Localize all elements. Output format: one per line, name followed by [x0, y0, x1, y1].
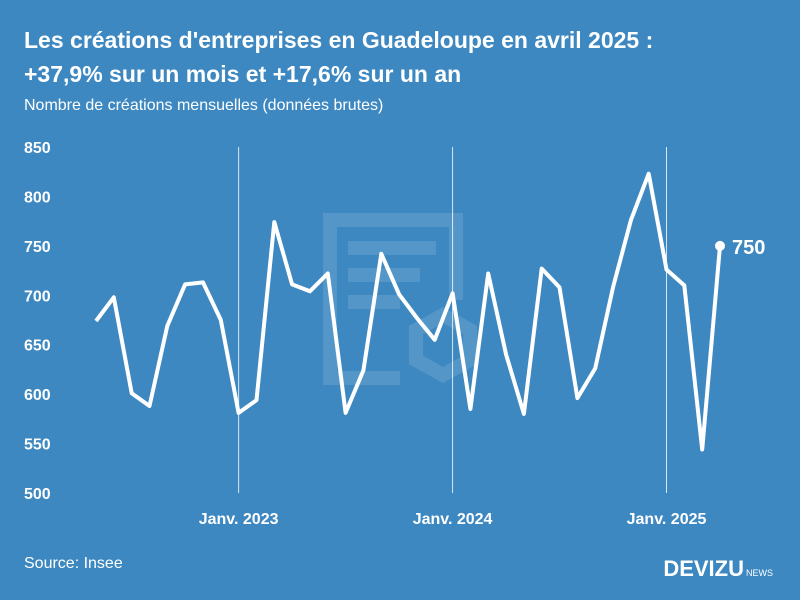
y-tick-label: 650 — [24, 338, 51, 355]
watermark — [323, 213, 477, 385]
y-tick-label: 600 — [24, 387, 51, 404]
data-label: 750 — [732, 237, 765, 259]
x-tick-label: Janv. 2023 — [199, 511, 279, 528]
line — [94, 171, 722, 452]
y-tick-label: 850 — [24, 140, 51, 157]
subtitle: Nombre de créations mensuelles (données … — [24, 97, 383, 114]
y-tick-label: 750 — [24, 239, 51, 256]
brand: DEVIZU — [663, 556, 744, 581]
end-marker — [715, 240, 725, 251]
brand-suffix: NEWS — [746, 568, 773, 578]
x-tick-label: Janv. 2025 — [627, 511, 707, 528]
y-tick-label: 800 — [24, 189, 51, 206]
y-tick-label: 500 — [24, 486, 51, 503]
y-tick-label: 700 — [24, 288, 51, 305]
x-tick-label: Janv. 2024 — [413, 511, 493, 528]
source: Source: Insee — [24, 555, 123, 572]
title-line: +37,9% sur un mois et +17,6% sur un an — [24, 61, 461, 87]
title-line: Les créations d'entreprises en Guadeloup… — [24, 27, 653, 53]
y-tick-label: 550 — [24, 437, 51, 454]
